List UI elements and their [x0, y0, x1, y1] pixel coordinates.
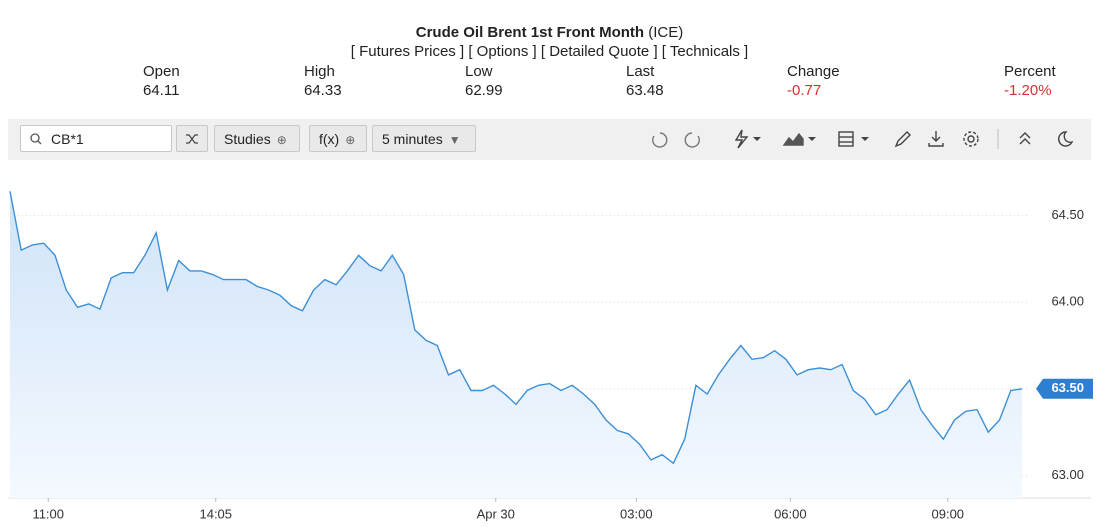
quote-title: Crude Oil Brent 1st Front Month (ICE): [0, 24, 1099, 41]
shuffle-icon: [186, 134, 198, 144]
compare-button[interactable]: [176, 125, 208, 152]
toolbar: CB*1 Studies ⊕ f(x) ⊕ 5 minutes ▼: [8, 119, 1091, 160]
button-text: Studies: [224, 131, 271, 147]
search-box[interactable]: CB*1: [20, 125, 172, 152]
layout-icon[interactable]: [838, 131, 854, 147]
stat-value: -0.77: [787, 82, 822, 99]
x-tick-label: 09:00: [932, 506, 965, 521]
search-icon: [30, 133, 42, 145]
draw-icon[interactable]: [894, 131, 911, 148]
last-value-badge: [1036, 378, 1093, 399]
toolbar-button[interactable]: Studies ⊕: [214, 125, 300, 152]
stat-label: Percent: [1004, 63, 1056, 80]
x-tick-label: 06:00: [774, 506, 807, 521]
title: Crude Oil Brent 1st Front Month: [415, 24, 645, 41]
quote-link[interactable]: [ Options ]: [468, 43, 537, 60]
y-tick-label: 63.50: [1051, 380, 1084, 395]
stat-value: 62.99: [465, 82, 503, 99]
exchange: (ICE): [648, 24, 684, 41]
stat-label: Last: [626, 63, 655, 80]
stat-label: Open: [143, 63, 180, 80]
stat: High 64.33: [304, 62, 342, 100]
price-line: [9, 191, 1023, 465]
stat: Last 63.48: [626, 62, 664, 100]
toolbar-button[interactable]: 5 minutes ▼: [372, 125, 476, 152]
quote-link[interactable]: [ Detailed Quote ]: [540, 43, 658, 60]
add-icon: ⊕: [276, 133, 287, 147]
stat-value: 63.48: [626, 82, 664, 99]
theme-icon[interactable]: [1058, 131, 1074, 147]
y-tick-label: 64.50: [1051, 207, 1084, 222]
y-tick-label: 63.00: [1051, 467, 1084, 482]
button-text: 5 minutes: [382, 131, 443, 147]
collapse-icon[interactable]: [1019, 132, 1031, 145]
x-tick-label: Apr 30: [477, 506, 515, 521]
redo-icon[interactable]: [684, 132, 700, 148]
links: [ Futures Prices ] [ Options ] [ Detaile…: [0, 43, 1099, 60]
stat-value: -1.20%: [1004, 82, 1052, 99]
add-icon: ⊕: [345, 133, 356, 147]
stat-value: 64.11: [143, 82, 180, 99]
stat: Low 62.99: [465, 62, 503, 100]
stat: Open 64.11: [143, 62, 180, 100]
stat: Change -0.77: [787, 62, 840, 100]
stat: Percent -1.20%: [1004, 62, 1056, 100]
stat-label: Change: [787, 63, 840, 80]
x-tick-label: 11:00: [32, 506, 64, 521]
chart-type-icon[interactable]: [782, 132, 804, 146]
toolbar-button[interactable]: f(x) ⊕: [309, 125, 367, 152]
indicator-icon[interactable]: [734, 129, 749, 149]
x-tick-label: 03:00: [620, 506, 653, 521]
stat-label: Low: [465, 63, 493, 80]
area-fill: [10, 191, 1022, 498]
dropdown-arrow: ▼: [448, 133, 461, 147]
download-icon[interactable]: [928, 131, 944, 147]
tool-icons: [652, 129, 1074, 149]
undo-icon[interactable]: [652, 132, 668, 148]
stat-value: 64.33: [304, 82, 342, 99]
stat-label: High: [304, 63, 335, 80]
quote-link[interactable]: [ Technicals ]: [661, 43, 749, 60]
button-text: f(x): [319, 131, 340, 147]
x-tick-label: 14:05: [199, 506, 232, 521]
settings-icon[interactable]: [967, 135, 975, 143]
quote-link[interactable]: [ Futures Prices ]: [350, 43, 465, 60]
search-text: CB*1: [51, 131, 84, 147]
y-tick-label: 64.00: [1051, 294, 1084, 309]
